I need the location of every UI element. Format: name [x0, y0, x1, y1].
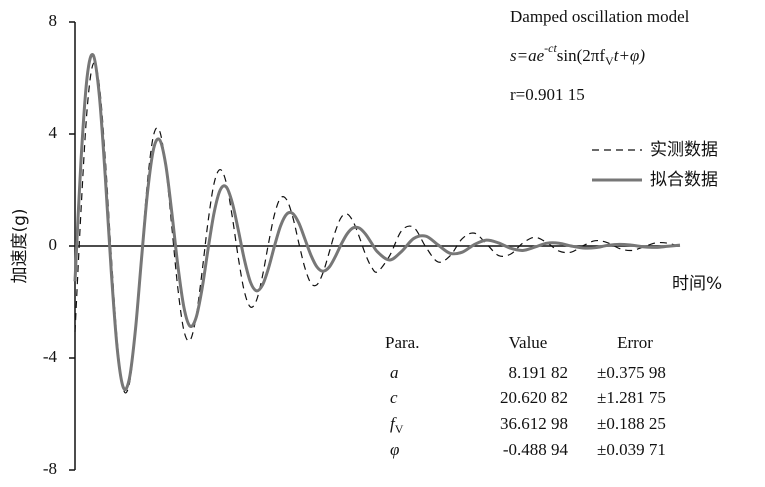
- formula-part: s=ae: [510, 46, 545, 65]
- table-error: ±0.375 98: [597, 363, 666, 382]
- formula-sup: -ct: [544, 41, 557, 55]
- table-param: c: [390, 388, 398, 407]
- data-line: [73, 52, 681, 392]
- table-param: a: [390, 363, 399, 382]
- y-tick-label: -4: [43, 347, 58, 366]
- table-header: Para.: [385, 333, 419, 352]
- y-tick-label: 4: [49, 123, 58, 142]
- param-symbol: f: [390, 414, 397, 433]
- table-value: 20.620 82: [500, 388, 568, 407]
- param-symbol: φ: [390, 440, 399, 459]
- legend-label: 拟合数据: [650, 170, 718, 190]
- formula-sub: V: [605, 54, 614, 68]
- param-symbol: a: [390, 363, 399, 382]
- formula-part: t+φ): [614, 46, 646, 65]
- formula-part: sin(2πf: [557, 46, 606, 65]
- formula: s=ae-ctsin(2πfVt+φ): [510, 41, 645, 68]
- r-label: r=0.901 15: [510, 85, 585, 104]
- data-line: [74, 62, 681, 394]
- table-value: -0.488 94: [503, 440, 569, 459]
- param-symbol: c: [390, 388, 398, 407]
- y-tick-label: -8: [43, 459, 57, 478]
- y-tick-label: 8: [49, 11, 58, 30]
- x-axis-label: 时间%: [672, 274, 722, 294]
- y-axis-label: 加速度(g): [10, 208, 30, 283]
- table-value: 36.612 98: [500, 414, 568, 433]
- table-param: fV: [390, 414, 404, 436]
- legend-label: 实测数据: [650, 140, 718, 160]
- table-param: φ: [390, 440, 399, 459]
- table-error: ±1.281 75: [597, 388, 666, 407]
- y-tick-label: 0: [49, 235, 58, 254]
- param-subscript: V: [395, 422, 404, 436]
- annotation-title: Damped oscillation model: [510, 7, 690, 26]
- table-header: Error: [617, 333, 653, 352]
- table-value: 8.191 82: [509, 363, 569, 382]
- table-error: ±0.188 25: [597, 414, 666, 433]
- table-header: Value: [509, 333, 548, 352]
- table-error: ±0.039 71: [597, 440, 666, 459]
